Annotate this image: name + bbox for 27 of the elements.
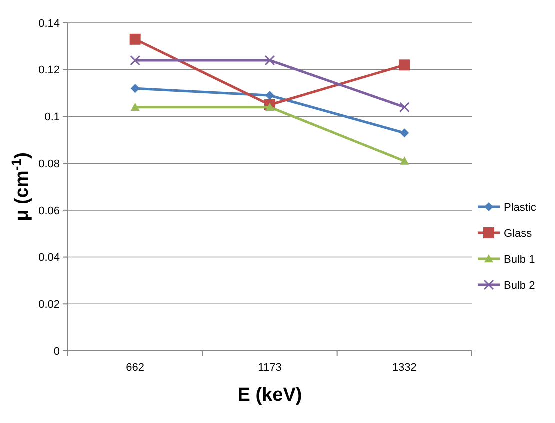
point xyxy=(264,55,276,66)
y-tick-label: 0.06 xyxy=(38,205,60,218)
point xyxy=(400,156,410,165)
point xyxy=(130,34,141,45)
x-axis-title: E (keV) xyxy=(238,385,302,406)
legend-label: Bulb 2 xyxy=(504,280,536,292)
x-tick-label: 1173 xyxy=(258,362,282,374)
y-tick-label: 0.04 xyxy=(38,252,60,264)
y-tick-label: 0.08 xyxy=(38,158,60,170)
point xyxy=(130,102,140,111)
point xyxy=(399,102,410,113)
point xyxy=(266,102,274,111)
y-tick-label: 0.02 xyxy=(38,298,60,311)
y-tick-label: 0.14 xyxy=(38,18,60,30)
x-tick-label: 662 xyxy=(126,362,145,374)
point xyxy=(400,128,410,138)
legend-label: Glass xyxy=(504,228,533,240)
point xyxy=(130,84,140,94)
y-tick-label: 0 xyxy=(54,346,60,358)
y-tick-label: 0.12 xyxy=(38,64,60,77)
legend-label: Bulb 1 xyxy=(504,254,536,266)
legend-label: Plastic xyxy=(504,202,537,214)
point xyxy=(130,55,141,66)
point xyxy=(399,60,410,71)
x-tick-label: 1332 xyxy=(392,362,417,374)
y-tick-label: 0.1 xyxy=(44,112,60,124)
point xyxy=(266,91,274,100)
